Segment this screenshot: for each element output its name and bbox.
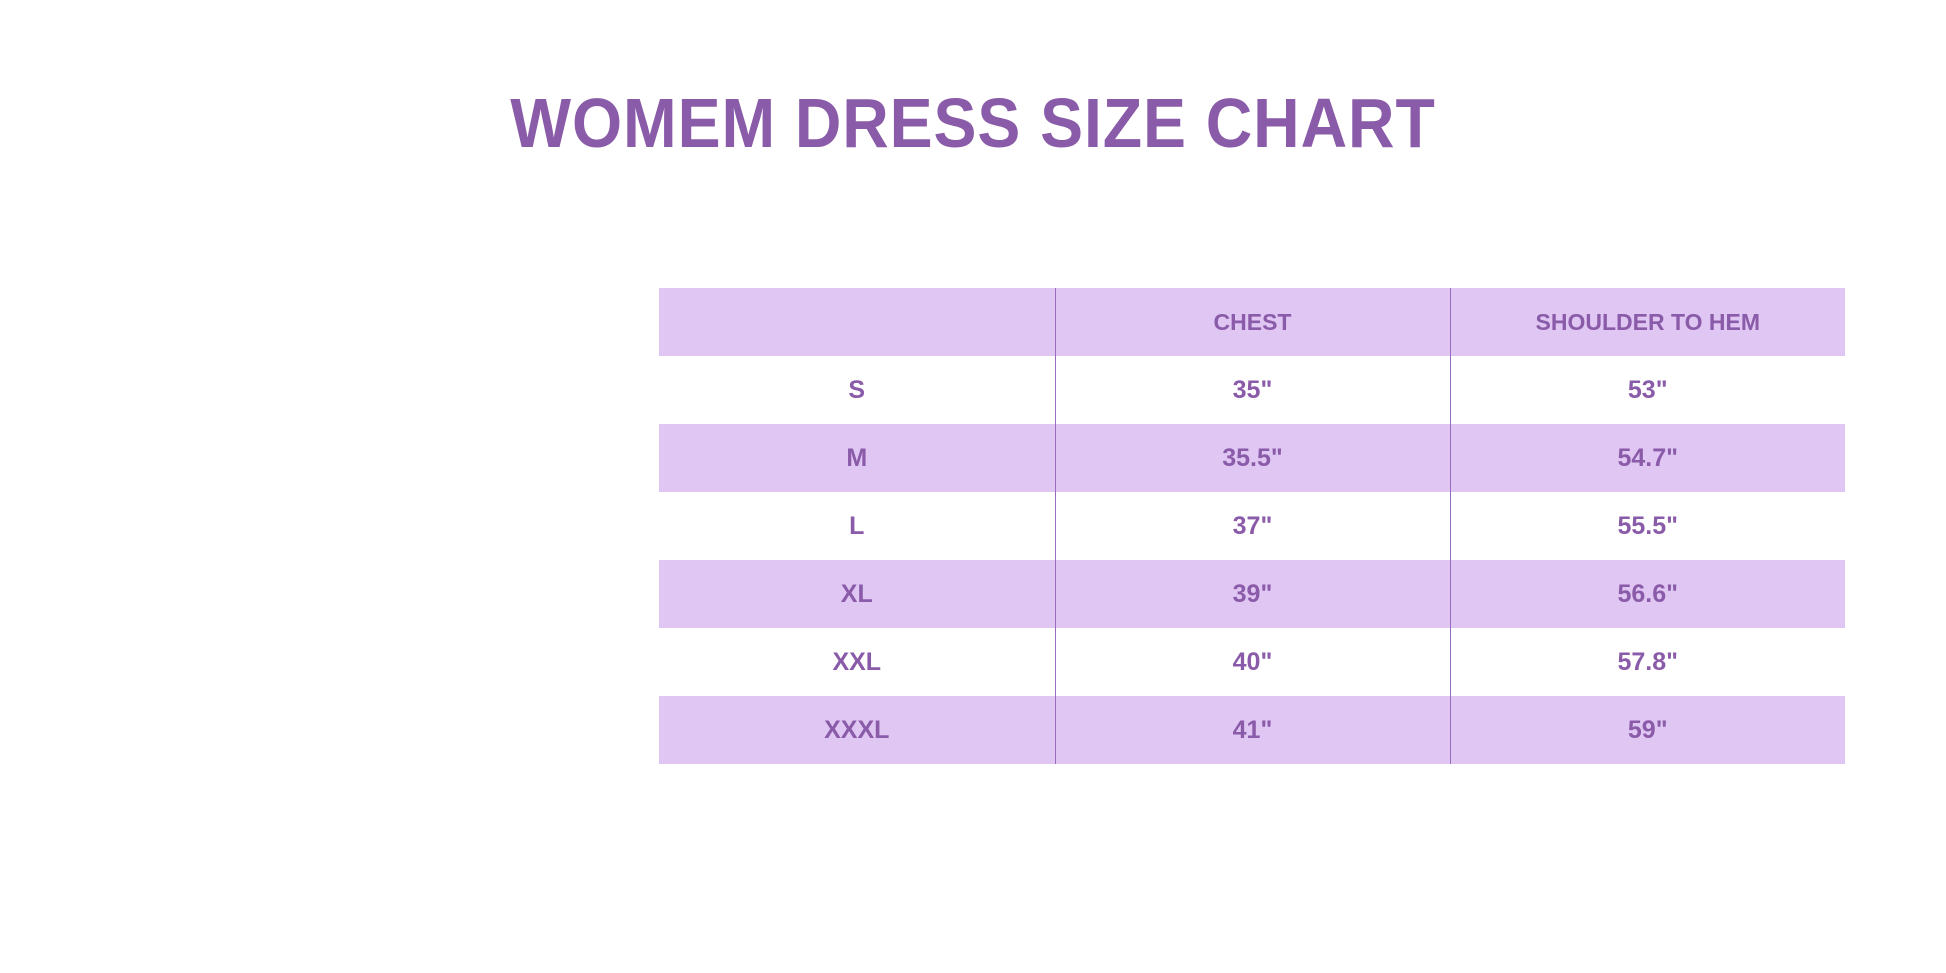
size-cell: L [849, 511, 865, 540]
table-row: M 35.5" 54.7" [659, 424, 1845, 492]
header-chest: CHEST [1054, 288, 1450, 356]
size-chart-table: CHEST SHOULDER TO HEM S 35" 53" M 35.5" … [659, 288, 1845, 764]
size-cell: M [659, 424, 1055, 492]
table-row: XXL 40" 57.8" [659, 628, 1845, 696]
chest-cell: 40" [1054, 628, 1450, 696]
chest-cell: 35" [1054, 356, 1450, 424]
chest-cell: 41" [1054, 696, 1450, 764]
length-cell: 55.5" [1449, 492, 1845, 560]
length-cell: 54.7" [1449, 424, 1845, 492]
length-cell: 59" [1449, 696, 1845, 764]
chest-cell: 37" [1054, 492, 1450, 560]
length-cell: 53" [1449, 356, 1845, 424]
size-cell: S [848, 375, 866, 404]
table-row: S 35" 53" [659, 356, 1845, 424]
size-cell: XXXL [659, 696, 1055, 764]
size-cell: XL [659, 560, 1055, 628]
header-row: CHEST SHOULDER TO HEM [659, 288, 1845, 356]
table-row: L 37" 55.5" [659, 492, 1845, 560]
chest-cell: 35.5" [1054, 424, 1450, 492]
chest-cell: 39" [1054, 560, 1450, 628]
length-cell: 57.8" [1449, 628, 1845, 696]
page-title: WOMEM DRESS SIZE CHART [510, 84, 1436, 162]
header-size [659, 288, 1055, 356]
table-row: XXXL 41" 59" [659, 696, 1845, 764]
size-cell: XXL [832, 647, 882, 676]
length-cell: 56.6" [1449, 560, 1845, 628]
table-row: XL 39" 56.6" [659, 560, 1845, 628]
header-shoulder-to-hem: SHOULDER TO HEM [1449, 288, 1845, 356]
